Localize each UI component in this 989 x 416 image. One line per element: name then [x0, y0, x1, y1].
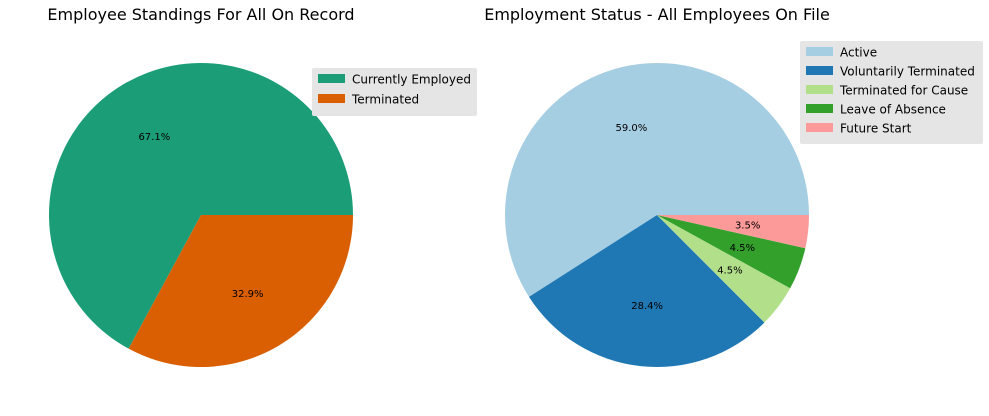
pie-slice: [48, 63, 353, 349]
legend-swatch: [806, 66, 833, 75]
chart-title: Employment Status - All Employees On Fil…: [484, 5, 830, 24]
chart-legend: Currently Employed Terminated: [312, 68, 477, 116]
legend-box: [800, 41, 983, 144]
chart-title: Employee Standings For All On Record: [47, 5, 354, 24]
pie-slice: [657, 215, 791, 323]
legend-label: Currently Employed: [352, 73, 471, 87]
employee-standings-chart: Employee Standings For All On Record 67.…: [47, 5, 477, 368]
slice-percent-label: 4.5%: [717, 265, 742, 276]
legend-label: Future Start: [840, 122, 912, 136]
pie-slice: [657, 215, 809, 249]
legend-box: [312, 68, 477, 116]
employment-status-chart: Employment Status - All Employees On Fil…: [484, 5, 983, 367]
slice-percent-label: 67.1%: [138, 132, 170, 143]
slice-percent-label: 28.4%: [631, 301, 663, 312]
slice-percent-label: 59.0%: [615, 123, 647, 134]
pie-slice: [528, 215, 765, 367]
legend-label: Voluntarily Terminated: [840, 65, 975, 79]
legend-label: Terminated: [351, 93, 419, 107]
legend-swatch: [806, 123, 833, 132]
legend-label: Terminated for Cause: [839, 84, 968, 98]
pie-slice: [657, 215, 806, 289]
legend-swatch: [318, 94, 345, 103]
slice-percent-label: 32.9%: [232, 289, 264, 300]
legend-label: Active: [840, 46, 877, 60]
pie-slice: [128, 215, 354, 368]
legend-label: Leave of Absence: [840, 103, 946, 117]
chart-legend: Active Voluntarily Terminated Terminated f…: [800, 41, 983, 144]
legend-swatch: [806, 85, 833, 94]
slice-percent-label: 4.5%: [730, 243, 755, 254]
slice-percent-label: 3.5%: [735, 221, 760, 232]
legend-swatch: [806, 104, 833, 113]
legend-swatch: [806, 47, 833, 56]
legend-swatch: [318, 74, 345, 83]
pie-slice: [505, 62, 809, 297]
